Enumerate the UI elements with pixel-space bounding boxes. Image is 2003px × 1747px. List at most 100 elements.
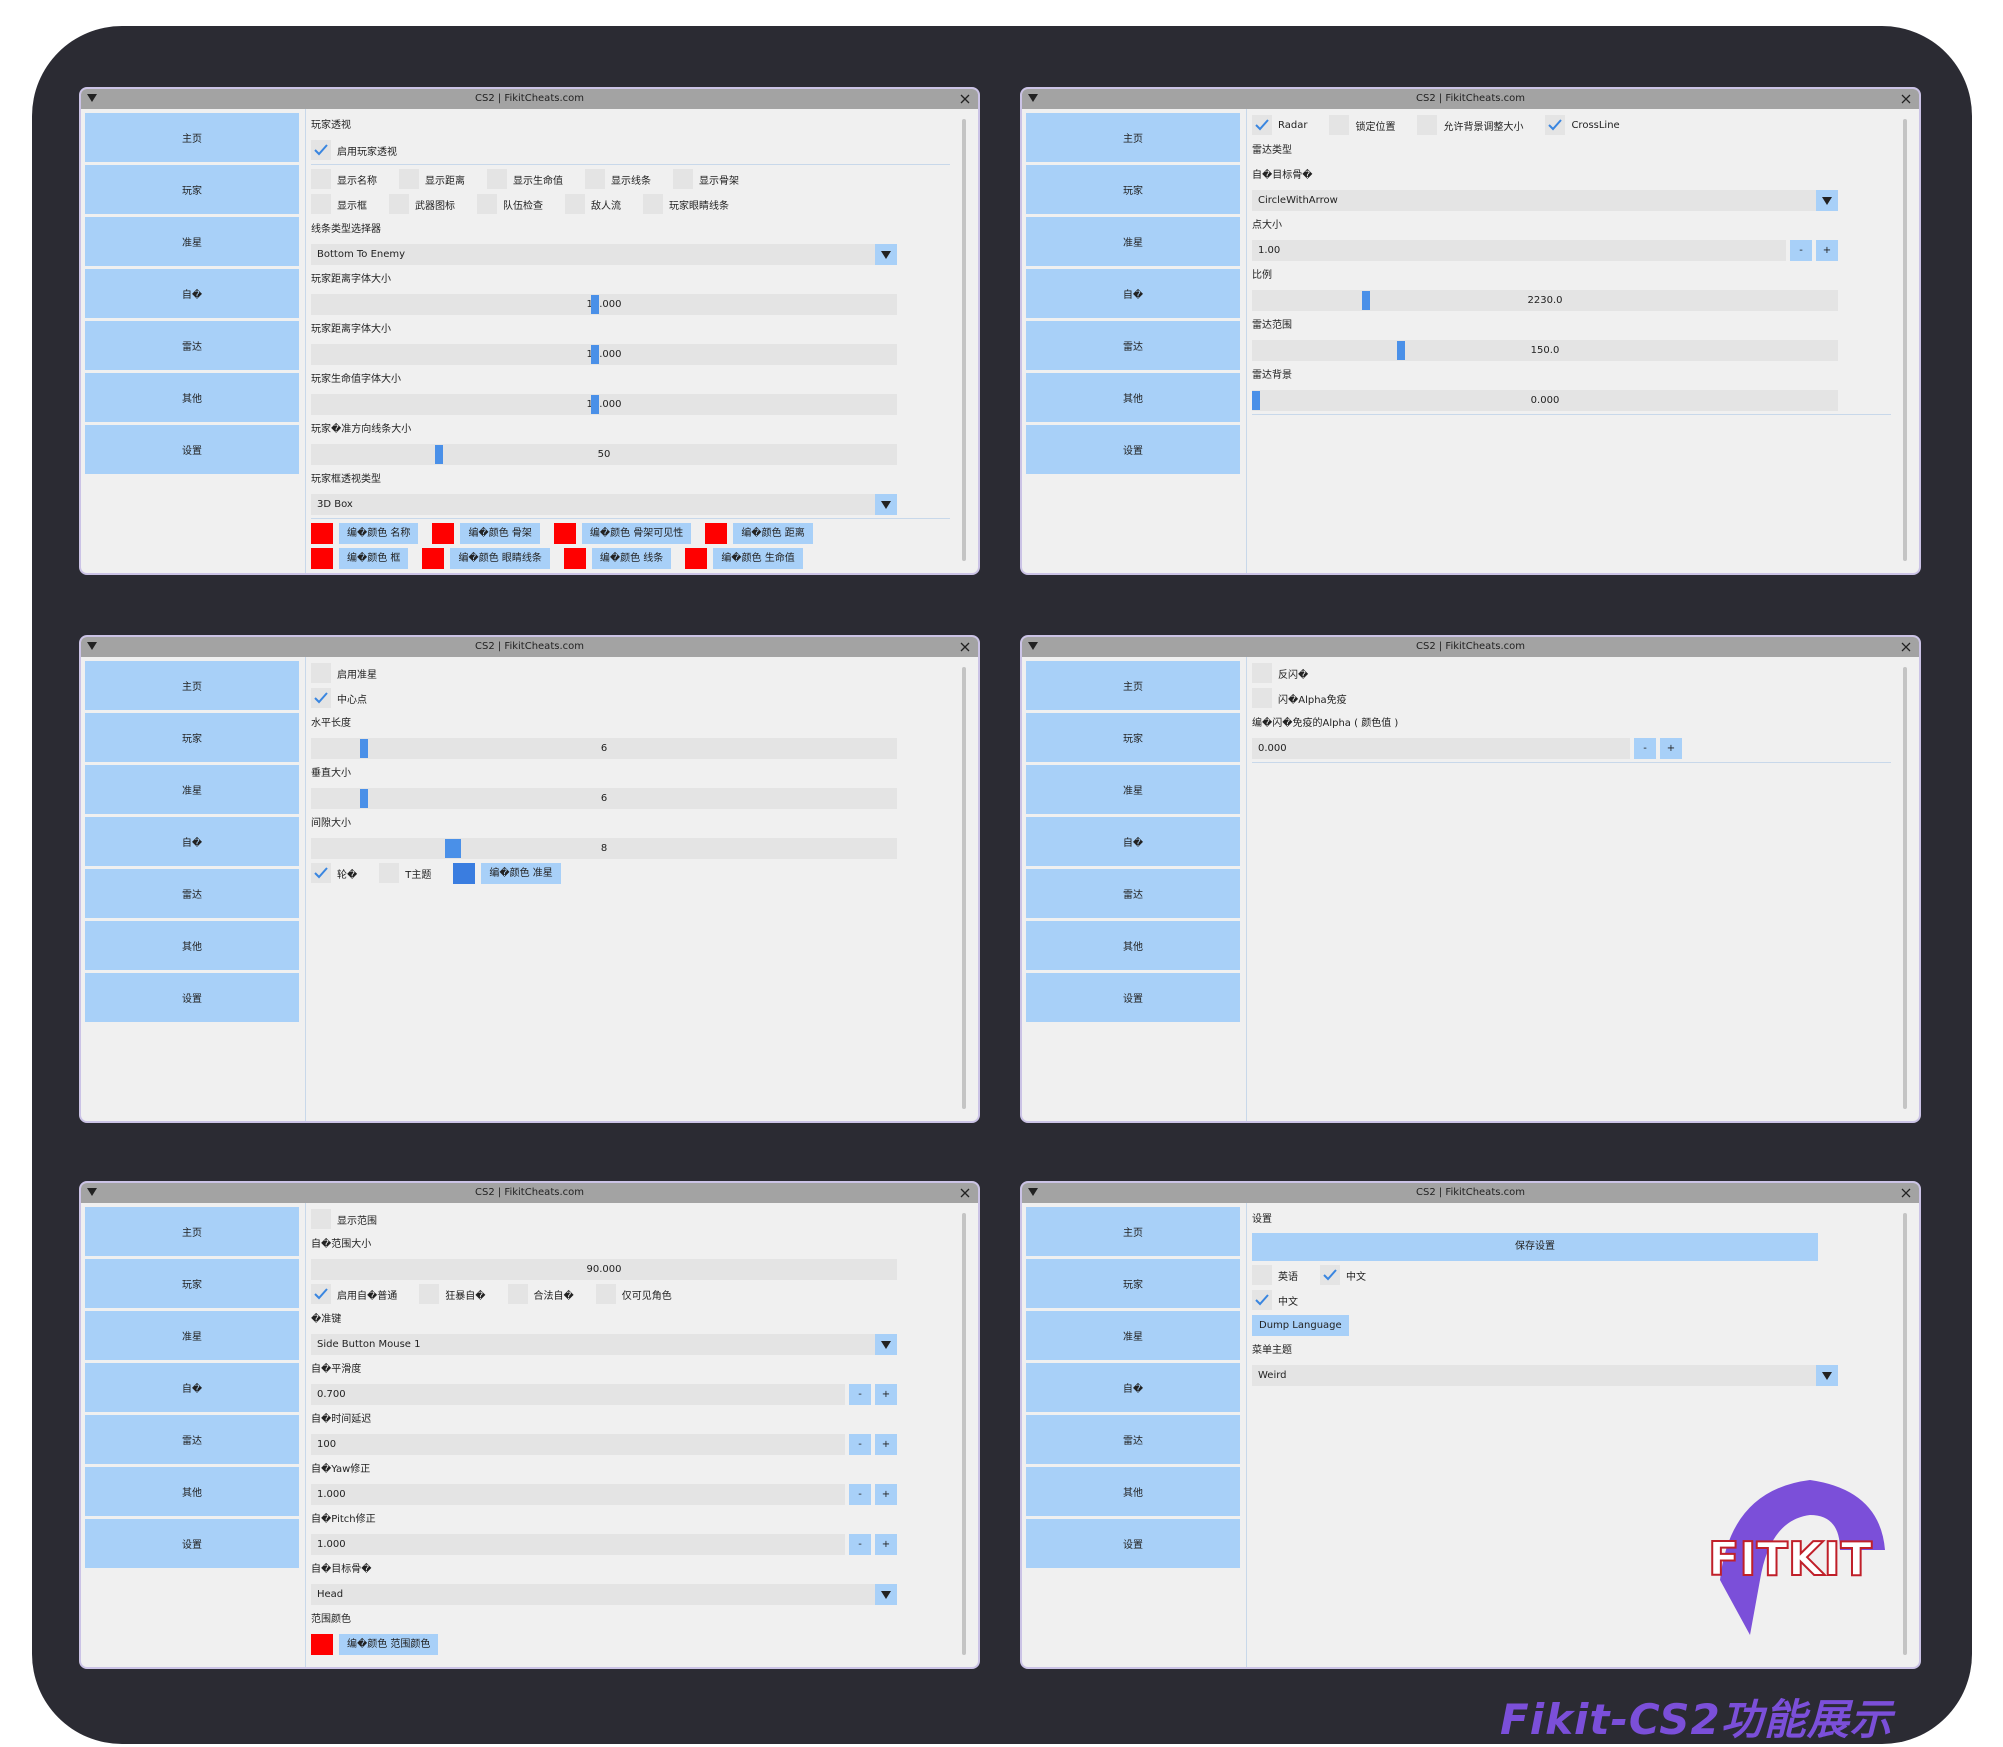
input-field[interactable]: 0.700: [311, 1383, 845, 1405]
scrollbar[interactable]: [1903, 1213, 1907, 1655]
color-swatch[interactable]: [563, 547, 586, 569]
checkbox[interactable]: 仅可见角色: [595, 1284, 672, 1304]
sidebar-tab[interactable]: 准星: [85, 765, 299, 814]
slider[interactable]: 15.000: [311, 393, 897, 415]
checkbox[interactable]: 显示线条: [585, 169, 651, 189]
scrollbar[interactable]: [1903, 119, 1907, 561]
slider[interactable]: 6: [311, 737, 897, 759]
combo-box[interactable]: CircleWithArrow: [1252, 189, 1838, 211]
sidebar-tab[interactable]: 准星: [1026, 1311, 1240, 1360]
checkbox[interactable]: 中心点: [311, 688, 367, 708]
checkbox[interactable]: 武器图标: [389, 194, 455, 214]
slider[interactable]: 15.000: [311, 343, 897, 365]
sidebar-tab[interactable]: 雷达: [1026, 321, 1240, 370]
checkbox[interactable]: 狂暴自�: [419, 1284, 486, 1304]
plus-button[interactable]: +: [875, 1533, 897, 1555]
input-field[interactable]: 0.000: [1252, 737, 1630, 759]
sidebar-tab[interactable]: 主页: [85, 661, 299, 710]
color-swatch[interactable]: [685, 547, 708, 569]
combo-box[interactable]: Bottom To Enemy: [311, 243, 897, 265]
sidebar-tab[interactable]: 其他: [1026, 921, 1240, 970]
color-swatch[interactable]: [705, 522, 728, 544]
checkbox[interactable]: 显示生命值: [487, 169, 563, 189]
combo-box[interactable]: Head: [311, 1583, 897, 1605]
sidebar-tab[interactable]: 雷达: [85, 321, 299, 370]
sidebar-tab[interactable]: 自�: [1026, 269, 1240, 318]
sidebar-tab[interactable]: 自�: [1026, 1363, 1240, 1412]
plus-button[interactable]: +: [875, 1433, 897, 1455]
checkbox[interactable]: 显示范围: [311, 1209, 377, 1229]
checkbox[interactable]: 玩家眼睛线条: [643, 194, 729, 214]
checkbox[interactable]: 中文: [1320, 1265, 1366, 1285]
sidebar-tab[interactable]: 雷达: [1026, 869, 1240, 918]
sidebar-tab[interactable]: 雷达: [85, 1415, 299, 1464]
sidebar-tab[interactable]: 玩家: [85, 713, 299, 762]
slider[interactable]: 8: [311, 837, 897, 859]
color-swatch[interactable]: [311, 1633, 333, 1655]
minus-button[interactable]: -: [849, 1533, 871, 1555]
input-field[interactable]: 100: [311, 1433, 845, 1455]
checkbox[interactable]: 中文: [1252, 1290, 1298, 1310]
checkbox[interactable]: 敌人流: [565, 194, 621, 214]
sidebar-tab[interactable]: 主页: [1026, 113, 1240, 162]
color-button[interactable]: 编�颜色 眼睛线条: [450, 547, 550, 569]
plus-button[interactable]: +: [1660, 737, 1682, 759]
checkbox[interactable]: 显示距离: [399, 169, 465, 189]
scrollbar[interactable]: [962, 667, 966, 1109]
slider[interactable]: 90.000: [311, 1258, 897, 1280]
sidebar-tab[interactable]: 主页: [85, 113, 299, 162]
slider[interactable]: 6: [311, 787, 897, 809]
slider[interactable]: 15.000: [311, 293, 897, 315]
color-button[interactable]: 编�颜色 骨架: [460, 522, 540, 544]
sidebar-tab[interactable]: 设置: [85, 1519, 299, 1568]
button[interactable]: 保存设置: [1252, 1233, 1818, 1261]
sidebar-tab[interactable]: 雷达: [85, 869, 299, 918]
checkbox[interactable]: T主题: [379, 863, 431, 883]
color-button[interactable]: 编�颜色 骨架可见性: [581, 522, 692, 544]
sidebar-tab[interactable]: 自�: [85, 269, 299, 318]
sidebar-tab[interactable]: 主页: [1026, 1207, 1240, 1256]
color-swatch[interactable]: [453, 862, 476, 884]
input-field[interactable]: 1.000: [311, 1533, 845, 1555]
plus-button[interactable]: +: [875, 1383, 897, 1405]
checkbox[interactable]: 显示名称: [311, 169, 377, 189]
minus-button[interactable]: -: [1634, 737, 1656, 759]
scrollbar[interactable]: [962, 1213, 966, 1655]
checkbox[interactable]: 队伍检查: [477, 194, 543, 214]
sidebar-tab[interactable]: 准星: [1026, 217, 1240, 266]
color-button[interactable]: 编�颜色 距离: [733, 522, 813, 544]
sidebar-tab[interactable]: 主页: [1026, 661, 1240, 710]
minus-button[interactable]: -: [849, 1383, 871, 1405]
combo-box[interactable]: Side Button Mouse 1: [311, 1333, 897, 1355]
checkbox[interactable]: 合法自�: [507, 1284, 574, 1304]
combo-box[interactable]: 3D Box: [311, 493, 897, 515]
checkbox[interactable]: 允许背景调整大小: [1417, 115, 1523, 135]
sidebar-tab[interactable]: 玩家: [1026, 1259, 1240, 1308]
checkbox[interactable]: 轮�: [311, 863, 357, 883]
sidebar-tab[interactable]: 自�: [85, 817, 299, 866]
minus-button[interactable]: -: [1790, 239, 1812, 261]
color-swatch[interactable]: [422, 547, 445, 569]
color-swatch[interactable]: [311, 522, 333, 544]
color-button[interactable]: 编�颜色 生命值: [713, 547, 803, 569]
sidebar-tab[interactable]: 玩家: [85, 165, 299, 214]
scrollbar[interactable]: [962, 119, 966, 561]
color-button[interactable]: 编�颜色 准星: [481, 862, 561, 884]
slider[interactable]: 150.0: [1252, 339, 1838, 361]
sidebar-tab[interactable]: 自�: [1026, 817, 1240, 866]
color-button[interactable]: 编�颜色 框: [339, 547, 409, 569]
slider[interactable]: 2230.0: [1252, 289, 1838, 311]
sidebar-tab[interactable]: 设置: [85, 973, 299, 1022]
button[interactable]: Dump Language: [1252, 1314, 1349, 1336]
sidebar-tab[interactable]: 其他: [85, 921, 299, 970]
checkbox[interactable]: Radar: [1252, 115, 1307, 135]
combo-box[interactable]: Weird: [1252, 1364, 1838, 1386]
slider[interactable]: 50: [311, 443, 897, 465]
slider[interactable]: 0.000: [1252, 389, 1838, 411]
color-button[interactable]: 编�颜色 范围颜色: [339, 1633, 439, 1655]
color-button[interactable]: 编�颜色 线条: [591, 547, 672, 569]
checkbox[interactable]: 启用自�普通: [311, 1284, 397, 1304]
plus-button[interactable]: +: [1816, 239, 1838, 261]
checkbox[interactable]: 英语: [1252, 1265, 1298, 1285]
sidebar-tab[interactable]: 设置: [1026, 973, 1240, 1022]
